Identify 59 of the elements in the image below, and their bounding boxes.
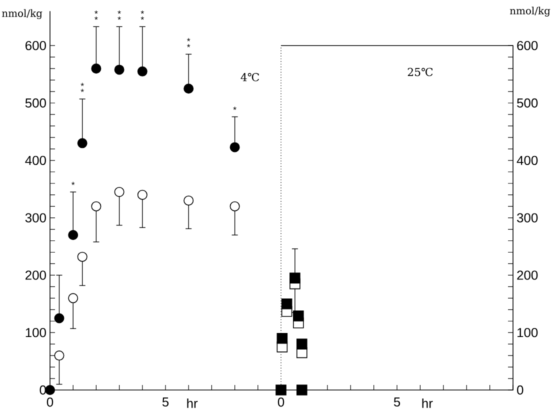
- point: [276, 332, 288, 344]
- annotation: *: [186, 38, 190, 42]
- y-tick-label: 600: [517, 41, 538, 50]
- annotation: *: [118, 16, 121, 20]
- y-tick-label: 200: [517, 270, 538, 280]
- x-tick-label: 5: [394, 398, 400, 407]
- annotation: *: [94, 16, 98, 20]
- point: [293, 310, 304, 322]
- y-tick-label: 100: [26, 328, 46, 338]
- point: [296, 338, 308, 350]
- annotation: *: [140, 16, 144, 20]
- point: [91, 64, 102, 74]
- y-tick-label: 100: [518, 328, 538, 338]
- annotation: *: [80, 88, 84, 92]
- x-axis-title: hr: [187, 398, 198, 408]
- point: [68, 230, 78, 240]
- y-axis-title: nmol/kg: [510, 6, 550, 16]
- x-tick-label: 0: [278, 398, 284, 407]
- y-tick-label: 0: [517, 385, 524, 395]
- x-axis-title: hr: [422, 398, 433, 408]
- annotation: *: [71, 182, 75, 186]
- y-tick-label: 200: [26, 270, 46, 280]
- point: [77, 252, 88, 262]
- point: [230, 142, 240, 152]
- text: 25℃: [408, 68, 433, 76]
- annotation: *: [118, 10, 121, 14]
- annotation: *: [140, 10, 144, 14]
- point: [91, 201, 102, 212]
- y-tick-label: 500: [517, 98, 538, 108]
- point: [230, 201, 240, 212]
- y-tick-label: 300: [517, 213, 538, 222]
- y-tick-label: 600: [26, 41, 46, 50]
- x-tick-label: 0: [46, 398, 54, 407]
- point: [54, 350, 64, 361]
- y-tick-label: 400: [516, 156, 538, 165]
- point: [184, 84, 194, 94]
- point: [290, 272, 300, 284]
- point: [114, 64, 124, 75]
- annotation: *: [233, 106, 236, 110]
- x-tick-label: 5: [162, 398, 169, 407]
- annotation: *: [186, 44, 190, 48]
- point: [137, 190, 148, 200]
- y-axis-title: nmol/kg: [2, 9, 42, 20]
- annotation: *: [80, 82, 84, 86]
- annotation: *: [94, 10, 98, 14]
- point: [68, 293, 78, 304]
- point: [276, 384, 286, 396]
- y-tick-label: 300: [25, 213, 46, 222]
- point: [77, 138, 88, 148]
- y-tick-label: 500: [25, 98, 46, 108]
- point: [54, 313, 64, 324]
- point: [114, 186, 124, 197]
- point: [184, 196, 194, 206]
- point: [281, 298, 292, 310]
- point: [137, 66, 148, 76]
- point: [45, 385, 55, 395]
- y-tick-label: 400: [25, 156, 46, 165]
- text: 4℃: [240, 73, 259, 82]
- point: [296, 384, 308, 396]
